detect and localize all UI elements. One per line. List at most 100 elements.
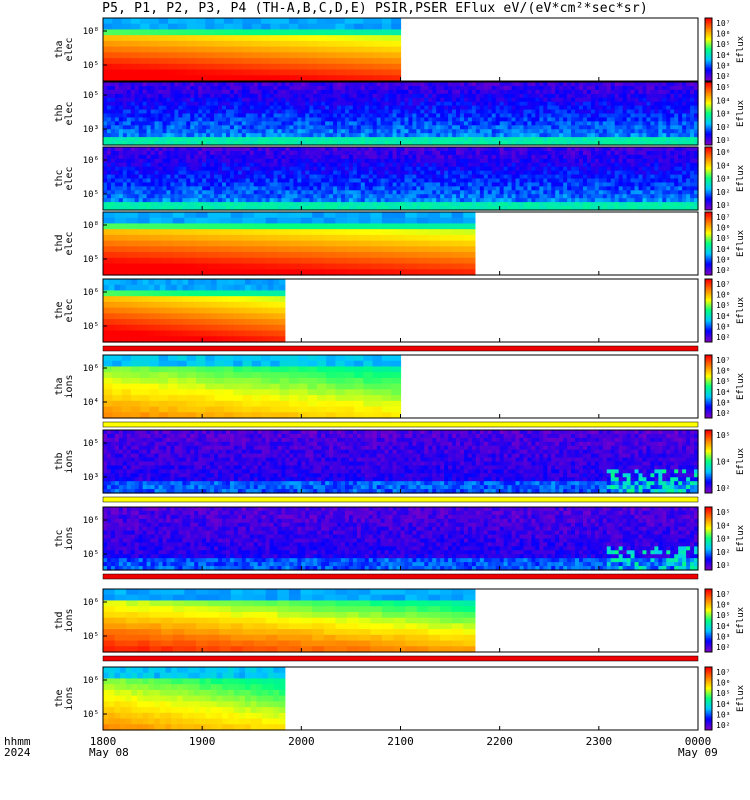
spectrogram-cell: [198, 82, 203, 87]
spectrogram-cell: [214, 125, 219, 130]
spectrogram-cell: [424, 147, 429, 152]
colorbar-swatch: [705, 130, 712, 133]
spectrogram-cell: [515, 89, 521, 95]
spectrogram-cell: [372, 178, 378, 184]
spectrogram-cell: [114, 158, 120, 164]
spectrogram-cell: [428, 101, 433, 107]
spectrogram-cell: [626, 178, 632, 184]
spectrogram-cell: [103, 202, 108, 207]
spectrogram-cell: [297, 174, 302, 180]
spectrogram-cell: [158, 121, 164, 126]
spectrogram-cell: [285, 194, 291, 199]
spectrogram-cell: [154, 186, 160, 191]
spectrogram-cell: [261, 113, 267, 119]
spectrogram-cell: [265, 147, 271, 152]
spectrogram-cell: [293, 174, 298, 180]
spectrogram-cell: [507, 154, 513, 160]
spectrogram-cell: [618, 150, 624, 156]
spectrogram-cell: [329, 121, 334, 126]
spectrogram-cell: [483, 162, 489, 168]
spectrogram-cell: [321, 129, 326, 134]
spectrogram-cell: [543, 174, 548, 180]
spectrogram-cell: [511, 170, 517, 176]
spectrogram-cell: [380, 129, 386, 134]
spectrogram-cell: [515, 133, 521, 138]
spectrogram-cell: [448, 129, 453, 134]
spectrogram-cell: [479, 178, 485, 184]
spectrogram-cell: [168, 46, 178, 53]
spectrogram-cell: [622, 178, 628, 184]
spectrogram-cell: [622, 129, 628, 134]
spectrogram-cell: [654, 85, 659, 91]
spectrogram-cell: [198, 121, 203, 126]
spectrogram-cell: [265, 82, 271, 87]
spectrogram-cell: [575, 113, 580, 119]
spectrogram-cell: [253, 166, 259, 172]
spectrogram-cell: [511, 178, 517, 184]
spectrogram-cell: [103, 186, 108, 191]
spectrogram-cell: [341, 158, 346, 164]
spectrogram-cell: [670, 97, 675, 103]
spectrogram-cell: [444, 170, 449, 176]
spectrogram-cell: [388, 198, 394, 203]
spectrogram-cell: [388, 121, 394, 126]
spectrogram-cell: [154, 166, 160, 172]
spectrogram-cell: [337, 186, 342, 191]
spectrogram-cell: [206, 190, 211, 195]
spectrogram-cell: [194, 89, 199, 95]
spectrogram-cell: [261, 150, 267, 156]
spectrogram-cell: [630, 150, 636, 156]
spectrogram-cell: [515, 93, 521, 99]
spectrogram-cell: [575, 194, 580, 199]
spectrogram-cell: [305, 186, 310, 191]
colorbar-swatch: [705, 102, 712, 105]
spectrogram-cell: [420, 109, 425, 115]
spectrogram-cell: [388, 125, 394, 130]
spectrogram-cell: [642, 198, 648, 203]
spectrogram-cell: [467, 97, 473, 103]
spectrogram-cell: [650, 97, 655, 103]
spectrogram-cell: [690, 113, 695, 119]
spectrogram-cell: [205, 23, 216, 31]
spectrogram-cell: [341, 154, 346, 160]
spectrogram-cell: [376, 85, 382, 91]
spectrogram-cell: [670, 170, 675, 176]
spectrogram-cell: [412, 174, 417, 180]
spectrogram-cell: [344, 141, 350, 146]
spectrogram-cell: [265, 133, 271, 138]
spectrogram-cell: [372, 150, 378, 156]
spectrogram-cell: [150, 125, 156, 130]
spectrogram-cell: [582, 97, 588, 103]
spectrogram-cell: [166, 150, 172, 156]
spectrogram-cell: [594, 170, 600, 176]
spectrogram-cell: [396, 85, 402, 91]
spectrogram-cell: [130, 150, 136, 156]
spectrogram-cell: [206, 150, 211, 156]
spectrogram-cell: [149, 40, 160, 48]
spectrogram-cell: [424, 162, 429, 168]
spectrogram-cell: [142, 194, 148, 199]
spectrogram-cell: [307, 18, 318, 25]
spectrogram-cell: [396, 109, 402, 115]
spectrogram-cell: [194, 158, 199, 164]
spectrogram-cell: [618, 190, 624, 195]
spectrogram-cell: [507, 174, 513, 180]
spectrogram-cell: [467, 190, 473, 195]
spectrogram-cell: [400, 117, 406, 122]
spectrogram-cell: [440, 121, 445, 126]
spectrogram-cell: [166, 89, 172, 95]
spectrogram-cell: [610, 150, 616, 156]
spectrogram-cell: [273, 117, 279, 122]
spectrogram-cell: [281, 121, 287, 126]
spectrogram-cell: [456, 162, 461, 168]
spectrogram-cell: [483, 154, 489, 160]
colorbar-tick-label: 10⁶: [716, 30, 730, 39]
spectrogram-cell: [313, 190, 318, 195]
spectrogram-cell: [646, 97, 651, 103]
spectrogram-cell: [559, 105, 564, 111]
spectrogram-cell: [602, 158, 608, 164]
spectrogram-cell: [126, 93, 132, 99]
spectrogram-cell: [527, 121, 532, 126]
spectrogram-cell: [602, 125, 608, 130]
spectrogram-cell: [582, 89, 588, 95]
